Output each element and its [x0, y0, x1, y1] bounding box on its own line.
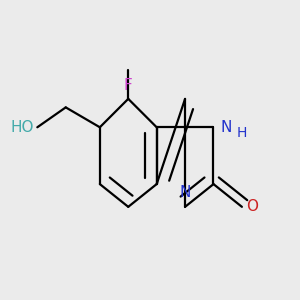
Text: HO: HO: [11, 120, 35, 135]
Text: H: H: [237, 126, 247, 140]
Text: O: O: [246, 199, 258, 214]
Text: N: N: [179, 185, 191, 200]
Text: N: N: [220, 120, 232, 135]
Text: F: F: [124, 77, 133, 92]
